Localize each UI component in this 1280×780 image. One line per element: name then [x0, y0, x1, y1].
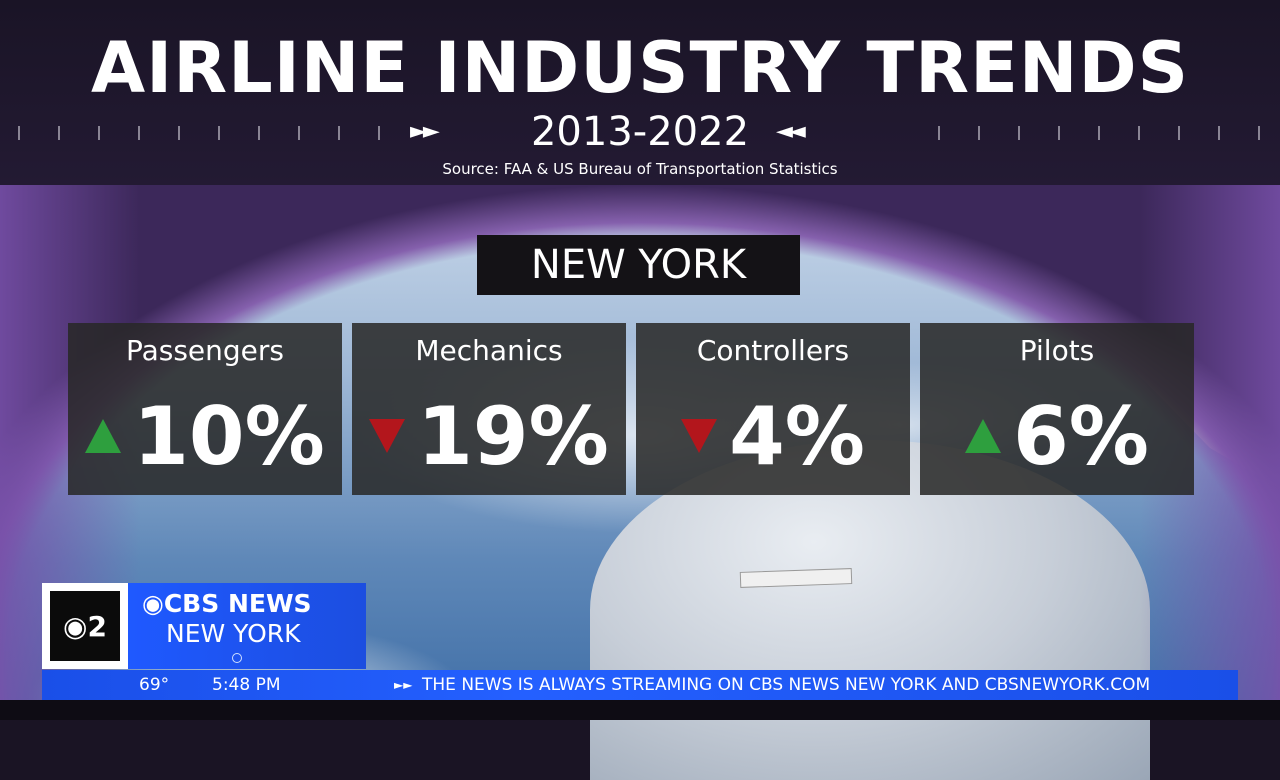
- ruler-tick: [338, 126, 340, 140]
- cbs-eye-small-icon: [232, 653, 242, 663]
- stat-card-controllers: Controllers 4%: [636, 323, 910, 495]
- location-label: NEW YORK: [477, 235, 800, 295]
- station-bug: ◉ 2 ◉CBS NEWS NEW YORK: [42, 583, 366, 669]
- bug-panel: ◉CBS NEWS NEW YORK: [128, 583, 366, 669]
- ruler-tick: [138, 126, 140, 140]
- stat-card-pilots: Pilots 6%: [920, 323, 1194, 495]
- clock-time: 5:48 PM: [212, 675, 281, 695]
- ruler-tick: [1058, 126, 1060, 140]
- ruler-tick: [1178, 126, 1180, 140]
- rewind-arrows-icon: ◄◄: [776, 119, 806, 144]
- graphic-title: AIRLINE INDUSTRY TRENDS: [91, 27, 1189, 109]
- ruler-tick: [258, 126, 260, 140]
- graphic-header: AIRLINE INDUSTRY TRENDS ►► 2013-2022 ◄◄ …: [0, 0, 1280, 185]
- ruler-tick: [1138, 126, 1140, 140]
- temperature: 69°: [139, 675, 170, 695]
- source-credit: Source: FAA & US Bureau of Transportatio…: [442, 160, 838, 178]
- ticker-crawl: THE NEWS IS ALWAYS STREAMING ON CBS NEWS…: [422, 675, 1151, 695]
- ruler-tick: [298, 126, 300, 140]
- ruler-tick: [1218, 126, 1220, 140]
- ruler-tick: [178, 126, 180, 140]
- bottom-strip: [0, 700, 1280, 720]
- stat-value-row: 4%: [636, 387, 910, 487]
- stat-value-row: 10%: [68, 387, 342, 487]
- trend-arrow-icon: [681, 419, 718, 454]
- timeline-ruler: [0, 120, 1280, 146]
- stat-value-row: 19%: [352, 387, 626, 487]
- stat-label: Pilots: [1019, 334, 1095, 367]
- stat-card-passengers: Passengers 10%: [68, 323, 342, 495]
- logo-number: 2: [87, 609, 107, 643]
- ruler-tick: [18, 126, 20, 140]
- cbs-eye-icon: ◉: [63, 609, 88, 643]
- stat-label: Controllers: [696, 334, 850, 367]
- stat-value: 10%: [133, 390, 325, 483]
- trend-arrow-icon: [369, 419, 406, 454]
- ruler-tick: [1018, 126, 1020, 140]
- stat-value: 4%: [729, 390, 865, 483]
- ruler-tick: [1258, 126, 1260, 140]
- ruler-tick: [1098, 126, 1100, 140]
- ruler-tick: [98, 126, 100, 140]
- trend-arrow-icon: [85, 419, 122, 454]
- stat-value: 6%: [1013, 390, 1149, 483]
- play-forward-icon: ►►: [394, 678, 413, 692]
- bug-brand: ◉CBS NEWS: [142, 589, 312, 619]
- stat-label: Mechanics: [415, 334, 563, 367]
- fast-forward-arrows-icon: ►►: [410, 119, 440, 144]
- ruler-tick: [218, 126, 220, 140]
- stat-value-row: 6%: [920, 387, 1194, 487]
- cbs-eye-icon: ◉: [142, 589, 164, 618]
- stat-card-mechanics: Mechanics 19%: [352, 323, 626, 495]
- date-range: 2013-2022: [530, 109, 750, 155]
- trend-arrow-icon: [965, 419, 1002, 454]
- ruler-tick: [978, 126, 980, 140]
- stat-label: Passengers: [125, 334, 285, 367]
- cbs2-logo: ◉ 2: [42, 583, 128, 669]
- bug-brand-text: CBS NEWS: [163, 589, 312, 618]
- ruler-tick: [938, 126, 940, 140]
- ruler-tick: [378, 126, 380, 140]
- news-ticker: 69° 5:48 PM ►► THE NEWS IS ALWAYS STREAM…: [42, 670, 1238, 700]
- ruler-tick: [58, 126, 60, 140]
- stat-value: 19%: [417, 390, 609, 483]
- bug-city: NEW YORK: [166, 619, 301, 648]
